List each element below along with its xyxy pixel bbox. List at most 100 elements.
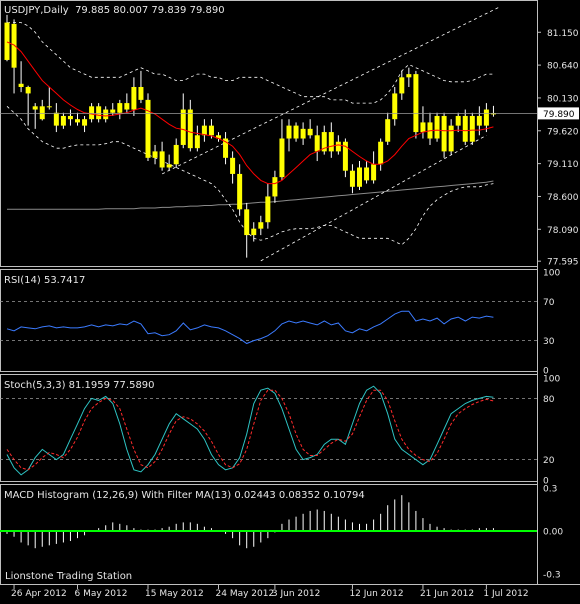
candle-body-down [342, 141, 348, 171]
rsi-panel-title: RSI(14) 53.7417 [4, 275, 85, 286]
candle-body-up [173, 144, 179, 165]
macd-y-tick-label: 0.00 [543, 528, 563, 538]
candle-body-up [490, 113, 496, 115]
candle-body-down [75, 119, 80, 123]
y-tick-label: 70 [543, 298, 555, 308]
price-y-tick-label: 77.595 [547, 258, 579, 268]
macd-panel-title: MACD Histogram (12,26,9) With Filter MA(… [4, 490, 365, 501]
candle-body-down [307, 128, 313, 136]
candle-body-up [399, 77, 405, 94]
channel-lower-line [260, 134, 487, 262]
rsi-panel: 100 70 30 0 [0, 269, 560, 377]
candle-body-down [67, 115, 73, 120]
candle-body-up [406, 74, 412, 78]
candle-body-up [201, 125, 207, 136]
candle-body-down [441, 115, 447, 152]
candle-body-down [349, 170, 355, 187]
price-y-tick-label: 79.110 [547, 160, 579, 170]
candle-body-down [187, 109, 193, 149]
candle-body-down [124, 103, 130, 110]
candle-body-down [230, 157, 236, 174]
candle-body-up [39, 106, 45, 120]
candle-body-down [364, 167, 370, 181]
candle-body-up [82, 119, 88, 126]
candle-body-down [413, 74, 419, 133]
candle-body-down [4, 22, 10, 60]
stoch-panel: 100 80 20 0 [0, 375, 560, 487]
candle-body-up [279, 138, 285, 178]
macd-y-tick-label: 0.3 [543, 485, 557, 495]
candle-body-up [25, 86, 31, 94]
x-tick-label: 12 Jun 2012 [349, 589, 403, 599]
y-tick-label: 80 [543, 395, 555, 405]
candle-body-up [194, 135, 200, 149]
candle-body-up [180, 109, 186, 145]
candle-body-up [265, 196, 271, 223]
candle-body-down [244, 209, 250, 236]
candle-body-up [378, 141, 384, 165]
candle-body-up [117, 103, 123, 113]
candle-body-up [272, 177, 278, 197]
macd-y-tick-label: -0.3 [543, 571, 561, 581]
current-price-label: 79.890 [543, 110, 575, 120]
long-moving-average-line [7, 180, 494, 210]
x-tick-label: 1 Jul 2012 [483, 589, 528, 599]
macd-panel: 0.3 0.00 -0.3 [0, 485, 563, 581]
price-panel-title: USDJPY,Daily 79.885 80.007 79.839 79.890 [4, 5, 225, 16]
price-panel: 81.150 80.640 80.130 79.620 79.110 78.600 78.0… [0, 6, 579, 268]
candle-body-up [11, 23, 17, 68]
candle-body-down [145, 99, 151, 158]
candle-body-down [314, 135, 320, 152]
candle-body-down [223, 138, 229, 158]
stoch-signal-line [6, 389, 494, 471]
candle-body-down [110, 109, 116, 113]
price-y-tick-label: 80.130 [547, 94, 579, 104]
candle-body-down [159, 151, 165, 168]
y-tick-label: 30 [543, 337, 555, 347]
x-tick-label: 3 Jun 2012 [272, 589, 320, 599]
price-y-tick-label: 80.640 [547, 62, 579, 72]
candle-body-up [448, 125, 454, 152]
candle-body-up [392, 93, 398, 120]
x-tick-label: 21 Jun 2012 [420, 589, 474, 599]
candle-body-down [328, 132, 334, 152]
stoch-main-line [6, 385, 494, 476]
candle-body-up [258, 222, 264, 229]
candle-body-down [216, 135, 221, 139]
candle-body-down [462, 115, 468, 142]
candle-body-up [357, 167, 362, 187]
candle-body-up [371, 164, 377, 181]
candle-body-up [469, 115, 475, 142]
y-tick-label: 0 [543, 477, 549, 487]
candle-body-up [483, 109, 489, 126]
price-y-tick-label: 78.600 [547, 193, 579, 203]
candle-body-up [420, 122, 426, 133]
y-tick-label: 20 [543, 456, 555, 466]
footer-label: Lionstone Trading Station [5, 571, 132, 582]
y-tick-label: 100 [543, 375, 560, 385]
candle-body-down [476, 115, 482, 126]
candle-body-up [166, 164, 172, 168]
candle-body-up [60, 115, 66, 126]
upper-band-line [7, 22, 494, 104]
candle-body-up [152, 151, 158, 158]
time-axis: 26 Apr 2012 6 May 2012 15 May 2012 24 May 2… [11, 585, 529, 599]
candle-body-up [434, 115, 440, 139]
candle-body-up [103, 109, 109, 120]
price-y-tick-label: 81.150 [547, 29, 579, 39]
candle-body-down [293, 125, 299, 139]
moving-average-line [6, 41, 494, 185]
candle-body-down [96, 106, 102, 120]
x-tick-label: 26 Apr 2012 [11, 589, 67, 599]
candle-body-up [385, 119, 391, 142]
candle-body-down [138, 86, 144, 100]
x-tick-label: 6 May 2012 [75, 589, 128, 599]
rsi-line [6, 310, 494, 345]
price-y-tick-label: 78.090 [547, 226, 579, 236]
candle-body-down [32, 106, 38, 110]
candle-body-up [335, 141, 341, 152]
candle-body-up [286, 125, 292, 139]
candle-body-up [89, 106, 95, 120]
